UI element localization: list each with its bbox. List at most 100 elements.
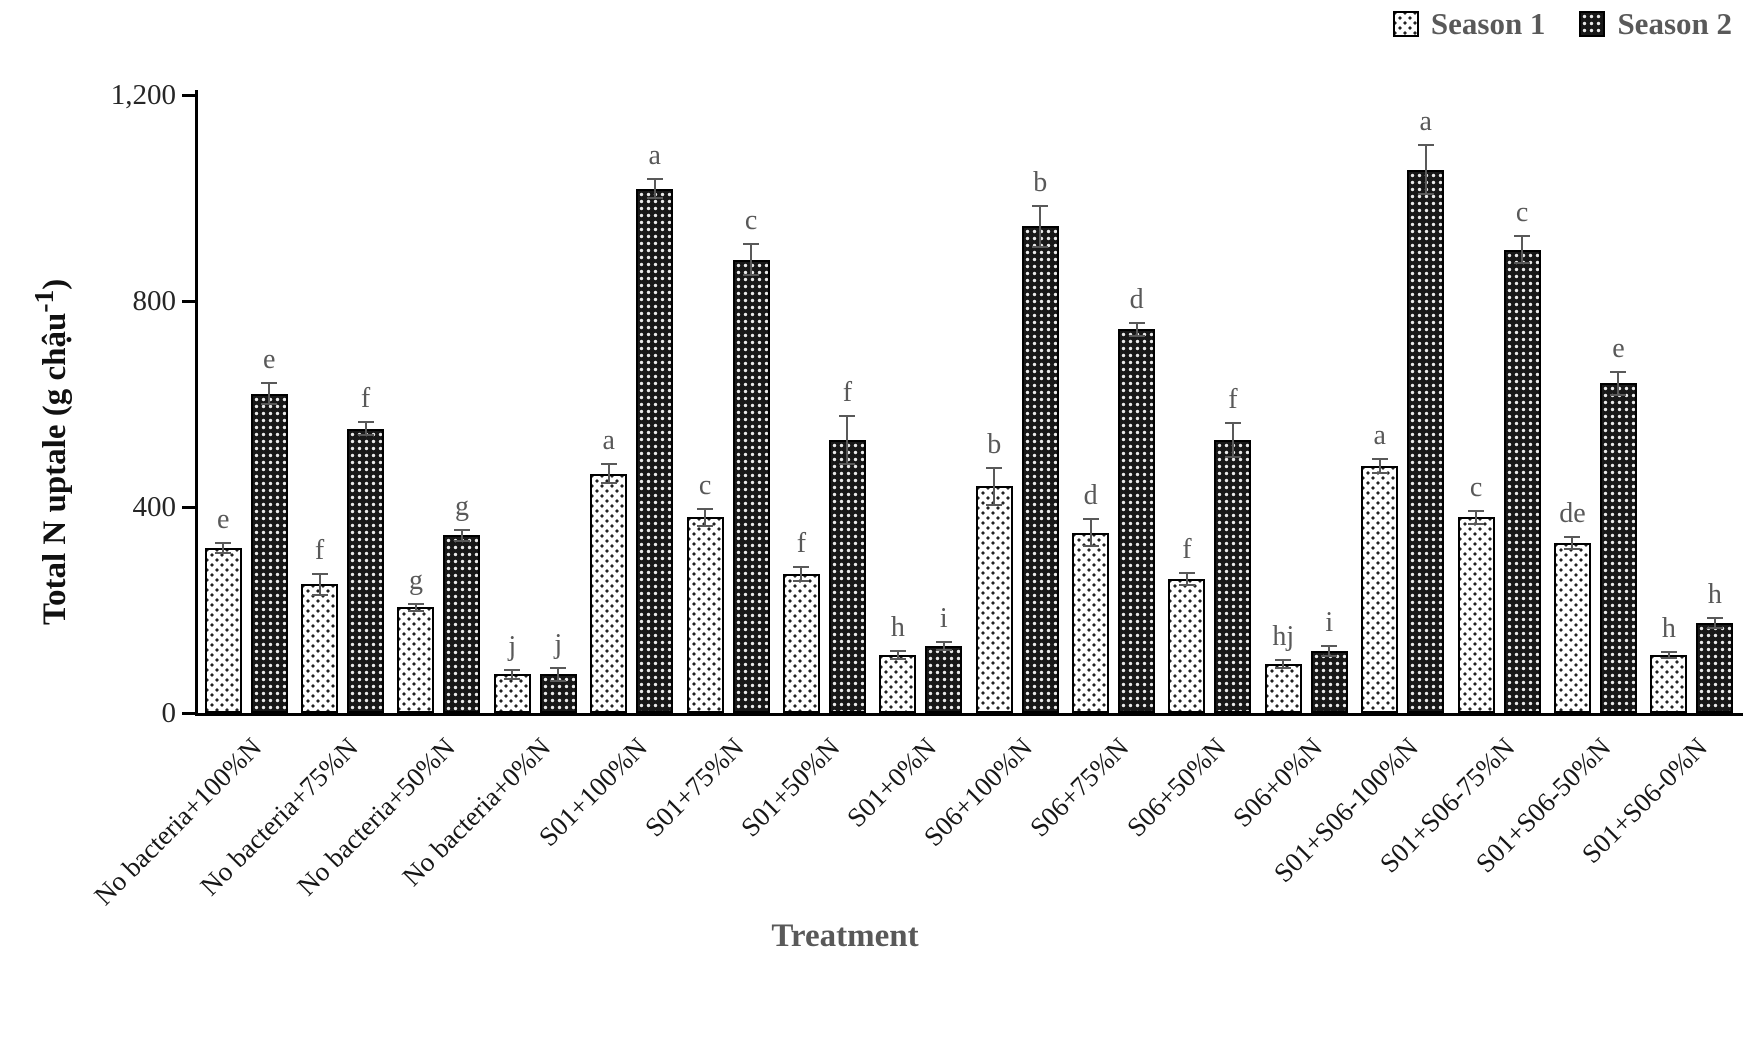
significance-letter: b (987, 428, 1002, 460)
significance-letter: j (554, 628, 563, 660)
bar-unit: b (975, 95, 1013, 713)
error-bar-line (1667, 653, 1670, 658)
error-bar-line (896, 652, 899, 659)
bar-unit: d (1118, 95, 1156, 713)
significance-letter: i (1325, 607, 1334, 639)
bar-unit: j (539, 95, 577, 713)
bar-season2 (1407, 169, 1445, 713)
error-bar (743, 243, 760, 277)
error-bar (550, 666, 567, 683)
error-bar-line (1185, 573, 1188, 585)
legend-item-season2: Season 2 (1579, 6, 1732, 42)
bar-season2 (732, 259, 770, 713)
bar-group: hj i (1258, 95, 1354, 713)
bar-season1 (204, 548, 242, 713)
bar-unit: f (782, 95, 820, 713)
x-tick-label: S01+0%N (841, 732, 943, 833)
error-bar-line (1089, 520, 1092, 546)
error-bar-line (1475, 512, 1478, 523)
error-bar (1275, 658, 1292, 670)
bar-unit: a (1361, 95, 1399, 713)
error-bar (935, 640, 952, 652)
error-bar (1371, 458, 1388, 474)
bar-unit: c (1457, 95, 1495, 713)
bar-season1 (301, 584, 339, 713)
plot-area: e e f f g g j j a a c c f f h i b b d d f f hj i a a c c de e h h 0 400 8… (111, 79, 1740, 729)
y-tick-mark (182, 93, 195, 97)
error-bar-line (1617, 372, 1620, 395)
error-bar (839, 415, 856, 465)
significance-letter: d (1129, 283, 1144, 315)
error-bar (793, 566, 810, 582)
significance-letter: h (890, 612, 905, 644)
error-bar-line (557, 668, 560, 681)
significance-letter: a (1419, 105, 1432, 137)
bar-season2 (539, 674, 577, 713)
error-bar (504, 669, 521, 680)
significance-letter: h (1707, 578, 1722, 610)
significance-letter: e (216, 504, 230, 536)
error-bar-line (268, 384, 271, 404)
significance-letter: hj (1272, 620, 1295, 652)
bar-unit: g (397, 95, 435, 713)
significance-letter: c (1469, 472, 1483, 504)
y-tick-label: 1,200 (110, 79, 176, 111)
legend-label-season1: Season 1 (1430, 6, 1546, 41)
bar-group: de e (1547, 95, 1643, 713)
error-bar (1178, 571, 1195, 587)
x-tick-label: S06+0%N (1226, 732, 1328, 833)
bar-season2 (250, 393, 288, 713)
error-bar (600, 463, 617, 484)
bar-unit: e (250, 95, 288, 713)
error-bar (1417, 143, 1434, 196)
error-bar-line (653, 180, 656, 198)
bar-unit: g (443, 95, 481, 713)
bar-unit: a (590, 95, 628, 713)
error-bar-line (1039, 206, 1042, 246)
error-bar-line (1378, 460, 1381, 472)
bar-season2 (828, 440, 866, 713)
error-bar (1610, 370, 1627, 397)
bar-season2 (1503, 249, 1541, 713)
error-bar (889, 650, 906, 661)
significance-letter: f (1228, 384, 1238, 416)
y-axis-title: Total N uptale (g chậu-1) (28, 279, 74, 625)
x-tick-label: S06+75%N (1024, 732, 1135, 843)
bar-season2 (1696, 622, 1734, 713)
bar-season2 (1118, 329, 1156, 713)
bar-unit: hj (1264, 95, 1302, 713)
error-bar-line (1135, 323, 1138, 336)
y-tick-label: 800 (132, 285, 177, 317)
bar-unit: a (636, 95, 674, 713)
bar-unit: j (493, 95, 531, 713)
significance-letter: e (262, 344, 276, 376)
significance-letter: f (796, 528, 807, 560)
error-bar-line (942, 642, 945, 650)
bar-season1 (1264, 664, 1302, 713)
bar-season1 (493, 674, 531, 713)
y-tick-label: 0 (161, 697, 177, 729)
error-bar-line (1571, 537, 1574, 549)
significance-letter: j (508, 631, 517, 663)
bar-season1 (975, 486, 1013, 713)
x-tick-label: No bacteria+100%N (88, 732, 268, 911)
error-bar-line (1521, 237, 1524, 262)
bar-season1 (1457, 517, 1495, 713)
significance-letter: e (1612, 332, 1625, 364)
error-bar-line (800, 568, 803, 580)
error-bar (1082, 518, 1099, 548)
y-axis-title-superscript: -1 (28, 289, 59, 313)
bar-unit: h (1650, 95, 1688, 713)
bar-season2 (443, 535, 481, 713)
legend-item-season1: Season 1 (1392, 6, 1546, 42)
bar-season1 (1650, 655, 1688, 713)
significance-letter: c (744, 205, 758, 237)
error-bar (1032, 204, 1049, 248)
